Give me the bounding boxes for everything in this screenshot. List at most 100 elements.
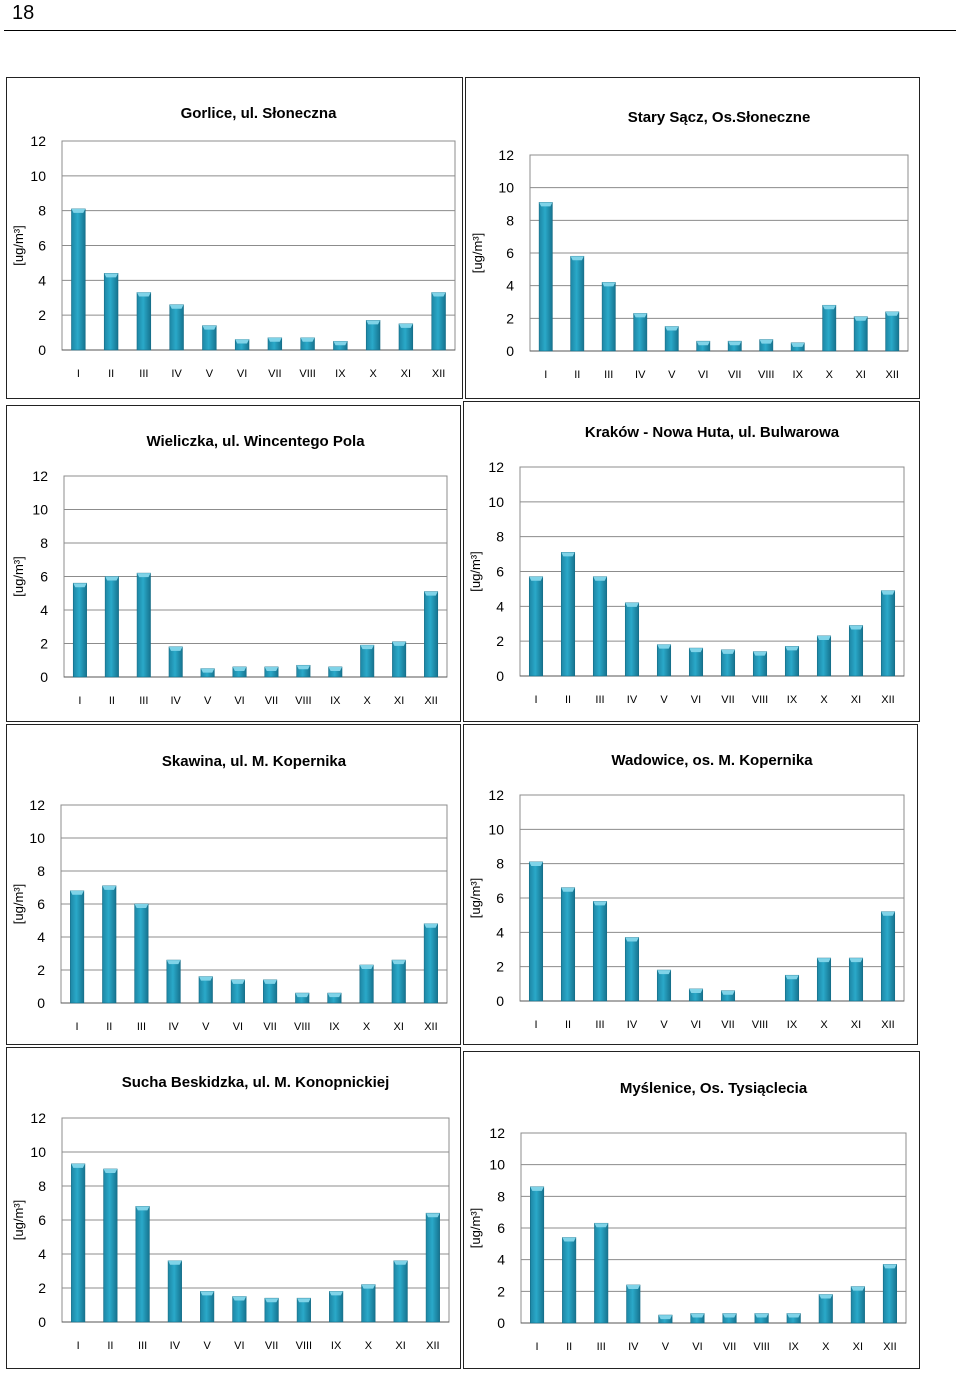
y-tick-label: 0	[37, 995, 45, 1011]
bar-top	[202, 325, 217, 330]
chart-title: Wieliczka, ul. Wincentego Pola	[146, 433, 365, 450]
x-tick-label: V	[660, 694, 668, 706]
bar-top	[539, 202, 553, 207]
bar-top	[881, 911, 895, 916]
bar	[365, 320, 381, 351]
bar	[361, 1284, 376, 1323]
bar-top	[426, 1213, 440, 1218]
x-tick-label: VIII	[294, 1021, 311, 1033]
bar-top	[530, 1186, 544, 1191]
bar-top	[722, 1313, 737, 1318]
bar-top	[264, 666, 279, 671]
bar-top	[366, 320, 381, 325]
x-tick-label: IX	[330, 695, 341, 707]
bar	[624, 937, 640, 1002]
x-tick-label: IV	[635, 369, 646, 381]
bar	[393, 1260, 408, 1323]
x-tick-label: VII	[721, 694, 734, 706]
y-tick-label: 8	[38, 203, 46, 219]
bar	[592, 901, 608, 1002]
x-tick-label: III	[595, 1019, 604, 1031]
x-tick-label: V	[662, 1341, 670, 1353]
x-tick-label: IX	[787, 1019, 798, 1031]
bar	[880, 590, 896, 677]
y-tick-label: 4	[40, 602, 48, 618]
bar-top	[570, 256, 584, 261]
x-tick-label: VII	[723, 1341, 736, 1353]
x-tick-label: XII	[881, 694, 894, 706]
y-tick-label: 6	[496, 564, 504, 580]
y-tick-label: 10	[489, 1157, 505, 1173]
chart-panel: 0 2 4 6 8 10 12 I II III IV V VI VII VIII IX X XI XII Krakó…	[463, 401, 920, 722]
bar	[848, 625, 864, 677]
bar	[200, 1291, 215, 1323]
y-tick-label: 10	[32, 502, 48, 518]
bar-top	[791, 342, 805, 347]
x-tick-label: III	[139, 695, 148, 707]
x-tick-label: XI	[401, 368, 411, 380]
y-tick-label: 10	[30, 168, 46, 184]
bar	[818, 1294, 833, 1324]
bar-top	[297, 1298, 311, 1303]
x-tick-label: V	[660, 1019, 668, 1031]
bar	[169, 304, 184, 351]
x-tick-label: I	[76, 1021, 79, 1033]
y-tick-label: 4	[38, 1246, 46, 1262]
chart-title: Wadowice, os. M. Kopernika	[611, 752, 813, 769]
chart-title: Sucha Beskidzka, ul. M. Konopnickiej	[122, 1074, 390, 1091]
x-tick-label: VIII	[752, 1019, 769, 1031]
x-tick-label: XII	[424, 695, 437, 707]
x-tick-label: V	[204, 695, 212, 707]
y-tick-label: 6	[497, 1220, 505, 1236]
bar-top	[689, 988, 703, 993]
x-tick-label: VIII	[299, 368, 316, 380]
bar-top	[136, 292, 151, 297]
x-tick-label: XII	[886, 369, 899, 381]
bar	[198, 976, 213, 1004]
y-tick-label: 12	[30, 1110, 46, 1126]
bar-top	[264, 1298, 279, 1303]
x-tick-label: VII	[265, 695, 278, 707]
bar-top	[786, 1313, 801, 1318]
chart-title: Gorlice, ul. Słoneczna	[181, 105, 338, 122]
bar-top	[690, 1313, 705, 1318]
bar-top	[561, 887, 575, 892]
x-tick-label: I	[544, 369, 547, 381]
x-tick-label: XI	[395, 1340, 405, 1352]
y-axis-label: [ug/m³]	[11, 1200, 26, 1240]
y-tick-label: 6	[40, 569, 48, 585]
bar-top	[231, 979, 245, 984]
bar	[296, 1297, 311, 1323]
bar	[360, 644, 375, 678]
bar-top	[360, 645, 374, 650]
bar-top	[883, 1264, 897, 1269]
bar-top	[359, 965, 374, 970]
x-tick-label: IX	[787, 694, 798, 706]
x-tick-label: IV	[168, 1021, 179, 1033]
x-tick-label: VI	[691, 694, 701, 706]
bar-top	[71, 1163, 85, 1168]
x-tick-label: VIII	[295, 695, 312, 707]
bar-top	[785, 975, 799, 980]
bar-top	[105, 576, 119, 581]
bar	[530, 1186, 545, 1324]
bar-top	[658, 1315, 673, 1320]
x-tick-label: IV	[627, 1019, 638, 1031]
x-tick-label: VI	[234, 695, 244, 707]
bar	[391, 959, 406, 1004]
y-axis-label: [ug/m³]	[468, 551, 483, 591]
x-tick-label: X	[365, 1340, 373, 1352]
bar-top	[696, 341, 710, 346]
x-tick-label: XII	[883, 1341, 896, 1353]
y-tick-label: 10	[488, 821, 504, 837]
y-tick-label: 6	[38, 1212, 46, 1228]
y-tick-label: 2	[40, 636, 48, 652]
x-tick-label: XII	[432, 368, 445, 380]
y-tick-label: 6	[496, 890, 504, 906]
bar-top	[665, 326, 679, 331]
x-tick-label: XI	[394, 1021, 404, 1033]
y-tick-label: 8	[40, 535, 48, 551]
chart-panel: 0 2 4 6 8 10 12 I II III IV V VI VII VIII IX X XI XII Stary…	[465, 77, 920, 399]
